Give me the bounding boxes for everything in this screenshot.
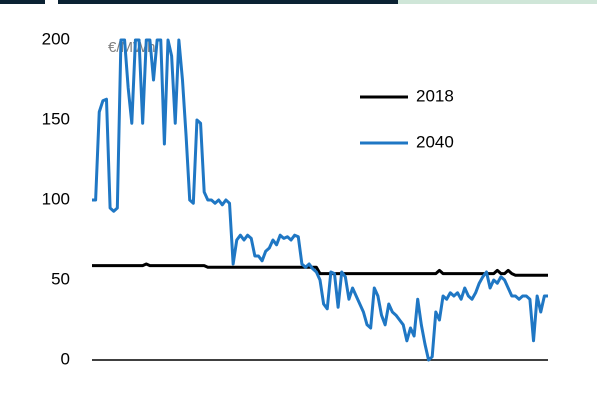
- line-2018: [92, 262, 548, 277]
- header-strip: [58, 0, 398, 4]
- legend-label: 2040: [416, 132, 454, 151]
- y-tick-label: 100: [42, 189, 70, 208]
- line-2040: [92, 38, 548, 362]
- y-tick-label: 150: [42, 109, 70, 128]
- y-tick-label: 200: [42, 29, 70, 48]
- y-tick-label: 0: [61, 349, 70, 368]
- y-tick-label: 50: [51, 269, 70, 288]
- unit-label: €/MWh: [108, 39, 156, 56]
- header-image: [398, 0, 597, 4]
- header-strip: [0, 0, 45, 4]
- legend-label: 2018: [416, 86, 454, 105]
